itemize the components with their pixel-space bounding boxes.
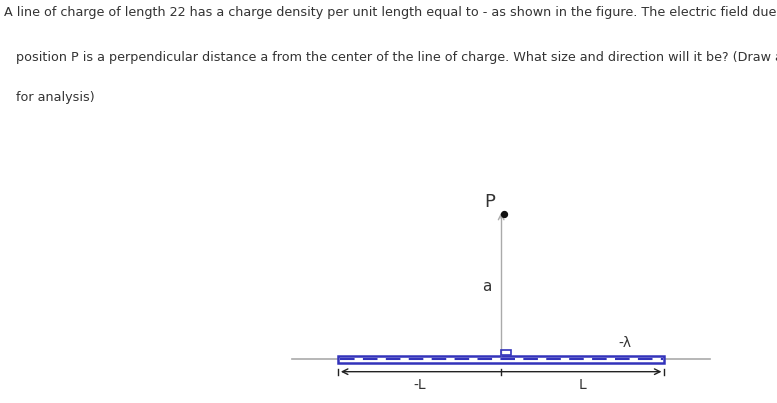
Text: for analysis): for analysis) <box>4 91 95 104</box>
Text: -L: -L <box>413 378 426 392</box>
Text: a: a <box>482 278 491 293</box>
Bar <box>338 356 664 363</box>
Text: -λ: -λ <box>618 336 632 350</box>
Text: A line of charge of length 22 has a charge density per unit length equal to - as: A line of charge of length 22 has a char… <box>4 6 777 19</box>
Text: position P is a perpendicular distance a from the center of the line of charge. : position P is a perpendicular distance a… <box>4 50 777 64</box>
Point <box>497 210 510 217</box>
Text: P: P <box>484 193 495 211</box>
Bar <box>501 350 511 355</box>
Text: L: L <box>579 378 587 392</box>
